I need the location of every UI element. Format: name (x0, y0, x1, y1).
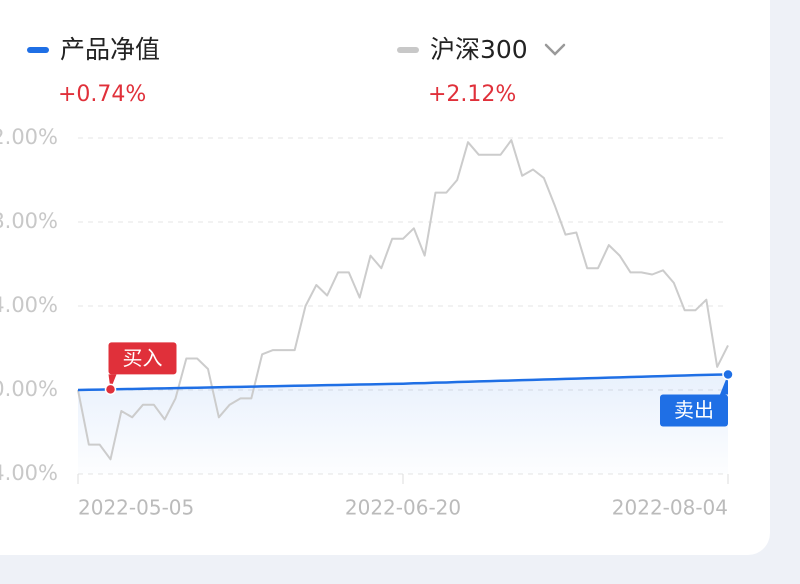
y-tick-label: 8.00% (0, 209, 58, 233)
legend-label: 沪深300 (430, 35, 528, 64)
x-tick-label: 2022-06-20 (345, 496, 461, 520)
annotation-label: 卖出 (674, 398, 714, 422)
annotation-dot (104, 383, 117, 396)
line (77, 373, 729, 392)
y-tick-label: 12.00% (0, 125, 58, 149)
y-tick-label: -4.00% (0, 461, 58, 485)
legend-label: 产品净值 (60, 35, 160, 64)
annotation-box (108, 342, 177, 375)
x-tick-label: 2022-05-05 (78, 496, 194, 520)
line (77, 139, 729, 461)
area-fill (78, 374, 728, 474)
y-tick-label: 0.00% (0, 377, 58, 401)
annotation-dot (722, 368, 734, 381)
dropdown-chevron (544, 43, 566, 56)
annotation-box (660, 394, 728, 427)
y-tick-label: 4.00% (0, 293, 58, 317)
legend-return: +2.12% (428, 82, 516, 107)
x-tick-label: 2022-08-04 (612, 496, 728, 520)
legend-return: +0.74% (58, 82, 146, 107)
annotation-label: 买入 (123, 346, 163, 370)
